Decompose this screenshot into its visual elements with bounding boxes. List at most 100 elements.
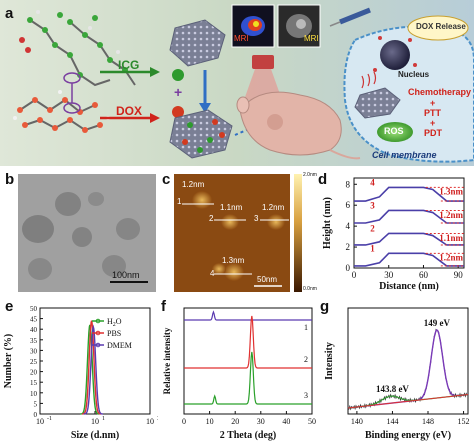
afm-colorbar [294, 174, 302, 292]
peak-annotation-149: 149 eV [424, 318, 451, 328]
x-tick-label: 10 [146, 417, 154, 426]
y-tick-label: 2 [346, 242, 351, 252]
y-tick-label: 15 [30, 379, 38, 387]
ptt-label: PTT [424, 108, 441, 118]
curve-number-label: 2 [370, 223, 375, 233]
mri-label-2: MRI [304, 34, 319, 43]
dls-curve-H2O [80, 324, 100, 415]
graphene-in-cell [354, 87, 401, 119]
afm-scalebar-label: 50nm [257, 275, 278, 284]
curve-number-label: 3 [370, 200, 375, 210]
xps-baseline [347, 394, 469, 409]
x-tick-label: 148 [422, 417, 434, 426]
legend-label-1: PBS [107, 329, 121, 338]
xps-chart: 140 144 148 152 Binding energy (eV) Intensity… [324, 307, 470, 441]
dls-curve-PBS [81, 320, 102, 415]
panel-a: a ICG DOX + MRI MRI DOX Release Nucleus … [0, 0, 474, 166]
y-tick-label: 0 [346, 263, 351, 273]
icg-particle [172, 69, 184, 81]
x-tick-label: 0 [182, 417, 186, 426]
plus-sign-2: + [430, 98, 436, 108]
x-tick-label: 40 [282, 417, 290, 426]
legend-label-0: H2O [107, 317, 122, 328]
afm-marker-3: 3 [254, 214, 259, 223]
heat-waves [361, 71, 377, 89]
curve-label: 1 [304, 323, 308, 332]
y-tick-label: 50 [30, 305, 38, 313]
x-tick-exponent: -1 [47, 416, 52, 422]
afm-marker-4: 4 [210, 269, 215, 278]
afm-image [174, 174, 302, 292]
icg-label: ICG [118, 58, 140, 72]
y-tick-label: 8 [346, 179, 351, 189]
xrd-curve-2 [184, 315, 312, 369]
xrd-chart: 0 10 20 30 40 50 2 Theta (deg) Relative intensi… [162, 307, 316, 441]
x-tick-label: 140 [351, 417, 363, 426]
afm-colorbar-top: 2.0nm [303, 172, 317, 178]
afm-height-1: 1.2nm [182, 180, 205, 189]
ros-label: ROS [384, 126, 404, 136]
afm-colorbar-bottom: 0.0nm [303, 286, 317, 292]
x-axis-label: Distance (nm) [379, 281, 439, 292]
y-tick-label: 6 [346, 200, 351, 210]
panel-a-schematic [0, 0, 474, 166]
panel-d: d 0 30 60 90 0 2 4 6 8 Distance (nm) Height (nm) 4 3… [318, 168, 474, 294]
y-tick-label: 30 [30, 347, 38, 355]
legend-marker [95, 342, 101, 348]
profile-line-1 [354, 252, 464, 267]
profile-line-2 [354, 232, 464, 246]
panel-label-e: e [5, 298, 14, 315]
panel-label-a: a [5, 5, 14, 22]
chemotherapy-label: Chemotherapy [408, 87, 472, 97]
dox-release-label: DOX Release [416, 22, 466, 31]
legend-label-2: DMEM [107, 341, 132, 350]
curve-label: 3 [304, 391, 308, 400]
panel-f: f 0 10 20 30 40 50 2 Theta (deg) Relative inten… [158, 296, 318, 447]
x-tick-exponent: 1 [102, 416, 105, 422]
nucleus-label: Nucleus [398, 70, 430, 79]
syringe [339, 7, 371, 25]
y-tick-label: 25 [30, 358, 38, 366]
profile-line-4 [354, 186, 464, 202]
height-value-label: 1.2nm [439, 210, 463, 220]
y-tick-label: 35 [30, 337, 38, 345]
mri-label-1: MRI [234, 34, 249, 43]
y-axis-label: Relative intensity [162, 327, 172, 394]
panel-g: g 140 144 148 152 Binding energy (eV) Intensi… [318, 296, 474, 447]
panel-b: b 100nm [0, 168, 158, 294]
y-tick-label: 5 [34, 400, 38, 408]
x-tick-label: 30 [257, 417, 265, 426]
panel-c: c 1.2nm 1 1.1nm 2 1.2nm 3 1.3nm 4 [158, 168, 318, 294]
y-axis-label: Height (nm) [322, 197, 333, 249]
y-tick-label: 20 [30, 369, 38, 377]
y-tick-label: 0 [34, 411, 38, 419]
icg-molecule [19, 10, 136, 87]
ros-cloud [377, 122, 413, 142]
panel-label-c: c [162, 171, 171, 188]
x-tick-exponent: 3 [157, 416, 158, 422]
x-tick-label: 90 [454, 270, 464, 280]
y-tick-label: 45 [30, 316, 38, 324]
x-tick-label: 0 [352, 270, 357, 280]
plot-frame [183, 307, 313, 415]
x-tick-label: 152 [458, 417, 470, 426]
curve-label: 2 [304, 355, 308, 364]
tem-scalebar-label: 100nm [112, 270, 140, 280]
dox-label: DOX [116, 104, 143, 118]
tem-image [18, 174, 156, 292]
panel-label-g: g [320, 298, 330, 315]
mouse-body [239, 91, 342, 156]
y-tick-label: 10 [30, 390, 38, 398]
height-value-label: 1.1nm [439, 233, 463, 243]
plot-frame [347, 307, 469, 415]
panel-label-d: d [318, 171, 328, 188]
y-axis-label: Number (%) [3, 334, 14, 389]
panel-label-f: f [161, 298, 166, 315]
peak-annotation-143: 143.8 eV [376, 384, 409, 394]
xrd-curve-3 [184, 351, 312, 405]
x-tick-label: 10 [91, 417, 99, 426]
pdt-label: PDT [424, 128, 442, 138]
y-tick-label: 40 [30, 326, 38, 334]
